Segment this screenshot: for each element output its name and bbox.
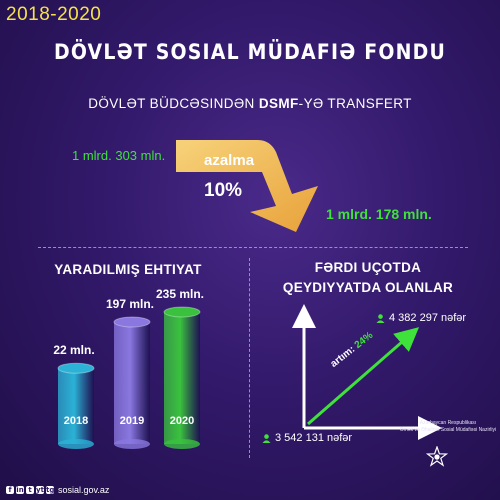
arrow-shape bbox=[176, 140, 318, 232]
cylinder-value-label: 22 mln. bbox=[53, 343, 94, 357]
cylinder-bottom bbox=[114, 439, 150, 449]
ministry-name: Azərbaycan Respublikası Əmək və Əhalinin… bbox=[398, 420, 498, 434]
registered-heading: FƏRDI UÇOTDA QEYDIYYATDA OLANLAR bbox=[268, 258, 468, 298]
page-title: DÖVLƏT SOSIAL MÜDAFIƏ FONDU bbox=[53, 40, 447, 64]
transfer-from-amount: 1 mlrd. 303 mln. bbox=[72, 148, 166, 163]
twitter-icon[interactable]: t bbox=[26, 486, 34, 494]
subtitle-bold: DSMF bbox=[258, 96, 299, 111]
telegram-icon[interactable]: tg bbox=[46, 486, 55, 494]
cylinder-year-label: 2018 bbox=[64, 415, 88, 427]
subtitle: DÖVLƏT BÜDCƏSINDƏN DSMF-YƏ TRANSFERT bbox=[0, 96, 500, 111]
divider-horizontal bbox=[38, 247, 468, 248]
cylinder-body bbox=[114, 322, 150, 444]
registered-start: 3 542 131 nəfər bbox=[262, 432, 352, 444]
ministry-line1: Azərbaycan Respublikası bbox=[419, 420, 477, 426]
years-label: 2018-2020 bbox=[6, 4, 102, 25]
reserve-cylinder-2019: 2019 197 mln. bbox=[106, 297, 154, 449]
change-label: azalma bbox=[204, 152, 255, 169]
social-icons: f in t yt tg bbox=[6, 486, 54, 494]
cylinder-year-label: 2020 bbox=[170, 415, 194, 427]
instagram-icon[interactable]: in bbox=[16, 486, 24, 494]
ministry-line2: Əmək və Əhalinin Sosial Müdafiəsi Nazirl… bbox=[399, 427, 497, 433]
cylinder-body bbox=[58, 368, 94, 444]
state-emblem-icon bbox=[426, 446, 448, 467]
registered-heading-line1: FƏRDI UÇOTDA bbox=[314, 260, 422, 275]
cylinder-top bbox=[57, 362, 95, 374]
registered-end: 4 382 297 nəfər bbox=[376, 312, 466, 324]
reserves-heading: YARADILMIŞ EHTIYAT bbox=[54, 262, 202, 277]
divider-vertical bbox=[249, 258, 250, 458]
change-percent: 10% bbox=[204, 180, 243, 201]
subtitle-post: -YƏ TRANSFERT bbox=[298, 96, 412, 111]
registered-heading-line2: QEYDIYYATDA OLANLAR bbox=[282, 280, 454, 295]
subtitle-pre: DÖVLƏT BÜDCƏSINDƏN bbox=[88, 96, 259, 111]
website-link[interactable]: sosial.gov.az bbox=[58, 485, 110, 495]
transfer-to-amount: 1 mlrd. 178 mln. bbox=[326, 206, 432, 222]
cylinder-value-label: 197 mln. bbox=[106, 297, 154, 311]
cylinder-top bbox=[163, 306, 201, 318]
person-icon bbox=[376, 313, 385, 323]
person-icon bbox=[262, 433, 271, 443]
reserve-cylinder-2018: 2018 22 mln. bbox=[53, 343, 95, 449]
registered-end-value: 4 382 297 nəfər bbox=[389, 312, 467, 324]
reserve-cylinder-2020: 2020 235 mln. bbox=[156, 287, 204, 449]
youtube-icon[interactable]: yt bbox=[36, 486, 44, 494]
cylinder-bottom bbox=[58, 439, 94, 449]
growth-line bbox=[307, 327, 420, 426]
facebook-icon[interactable]: f bbox=[6, 486, 14, 494]
cylinder-body bbox=[164, 312, 200, 444]
cylinder-value-label: 235 mln. bbox=[156, 287, 204, 301]
registered-start-value: 3 542 131 nəfər bbox=[275, 432, 353, 444]
cylinder-year-label: 2019 bbox=[120, 415, 144, 427]
cylinder-top bbox=[113, 316, 151, 328]
cylinder-bottom bbox=[164, 439, 200, 449]
